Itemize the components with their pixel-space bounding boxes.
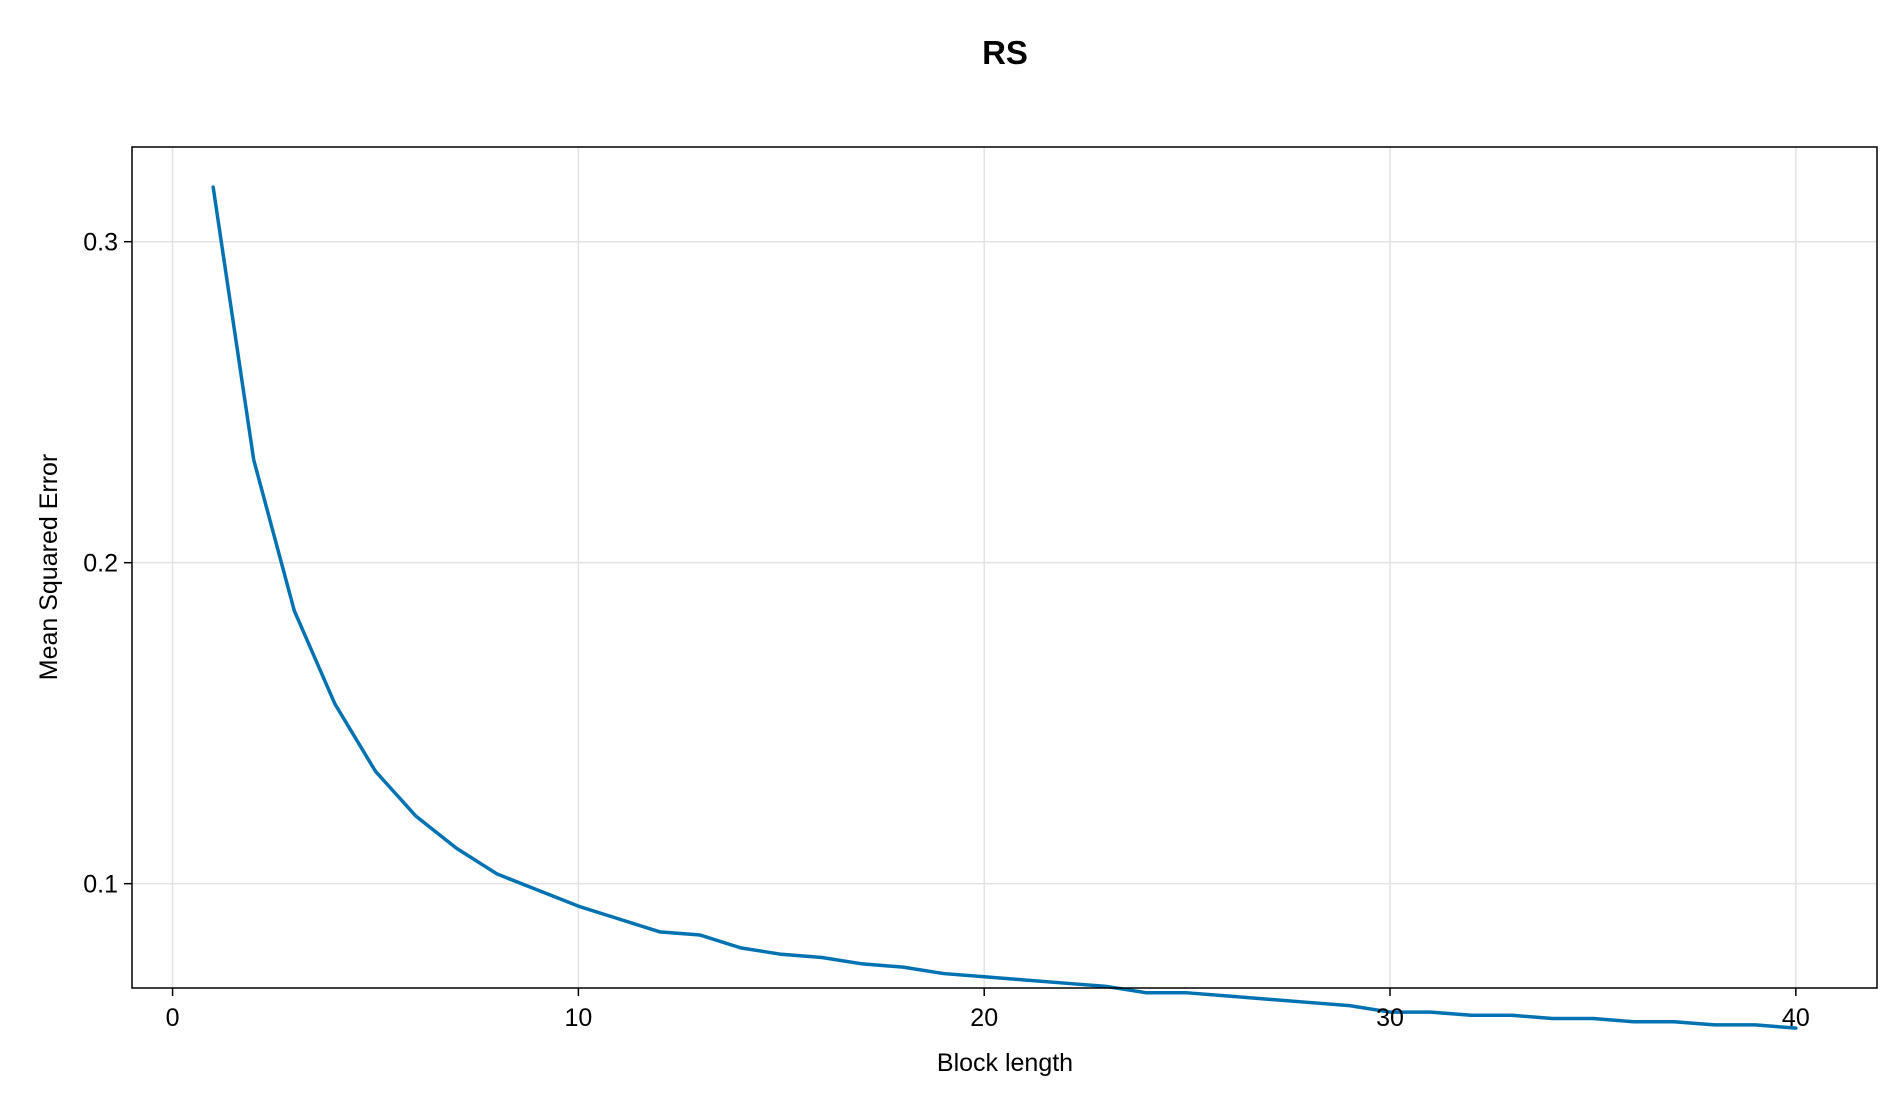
grid-lines: [132, 147, 1877, 988]
y-axis-label: Mean Squared Error: [35, 454, 63, 681]
x-tick-label: 0: [166, 1004, 180, 1032]
y-tick-label: 0.3: [83, 229, 118, 257]
y-tick-label: 0.1: [83, 871, 118, 899]
axis-ticks: 0 10 20 30 40 0.1 0.2 0.3: [83, 229, 1810, 1032]
plot-frame: [131, 146, 1878, 989]
y-tick-label: 0.2: [83, 550, 118, 578]
x-axis-label: Block length: [937, 1049, 1073, 1077]
x-tick-label: 20: [970, 1004, 998, 1032]
series-line: [211, 185, 1798, 1030]
series-layer: [211, 185, 1798, 1030]
x-tick-label: 40: [1782, 1004, 1810, 1032]
chart-title: RS: [982, 34, 1028, 71]
x-tick-label: 10: [564, 1004, 592, 1032]
x-tick-label: 30: [1376, 1004, 1404, 1032]
